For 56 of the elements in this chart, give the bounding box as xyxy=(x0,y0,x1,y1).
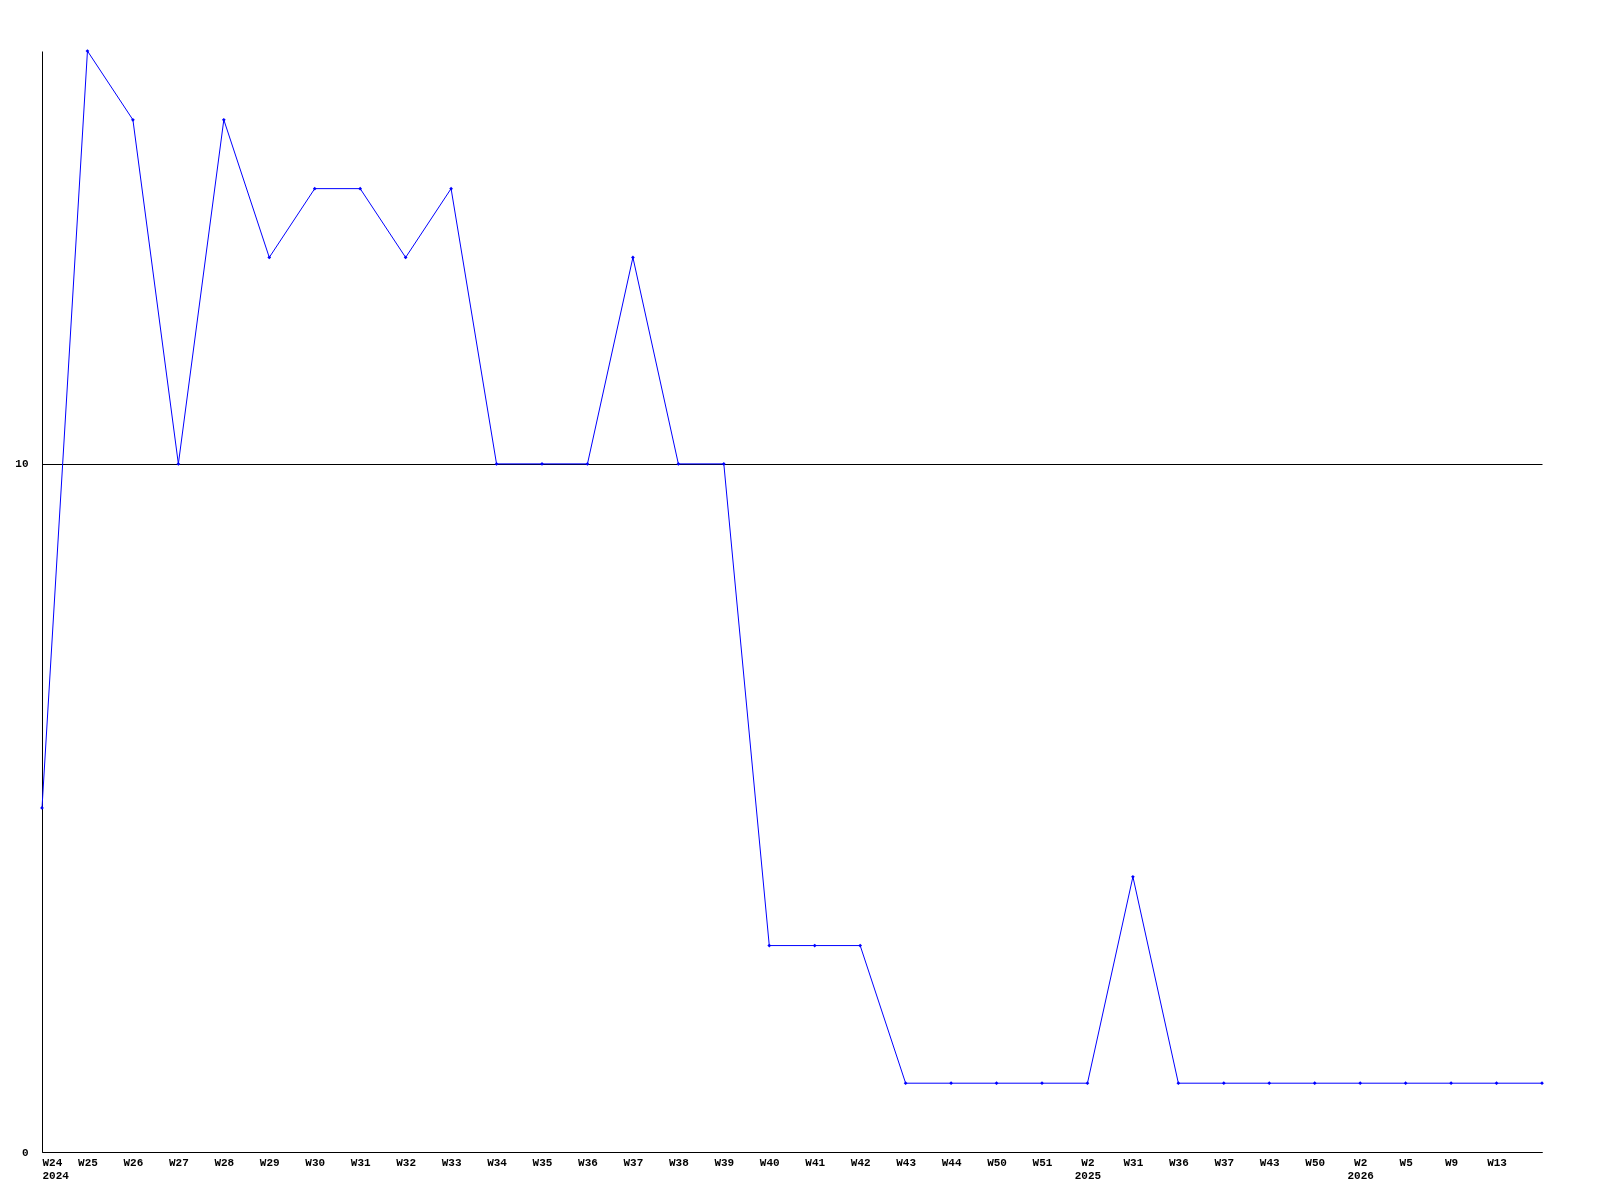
y-tick-label: 0 xyxy=(21,1146,29,1159)
point xyxy=(767,943,772,948)
point xyxy=(1403,1081,1408,1086)
x-tick-label: W42 xyxy=(850,1156,871,1169)
point xyxy=(1540,1081,1544,1086)
point xyxy=(585,462,590,466)
x-tick-label: W50 xyxy=(1305,1156,1326,1169)
x-tick-label: W27 xyxy=(168,1156,189,1169)
point xyxy=(903,1081,908,1086)
x-tick-label: W40 xyxy=(759,1156,780,1169)
point xyxy=(267,255,272,260)
x-tick-label: W31 xyxy=(1123,1156,1144,1169)
point xyxy=(1040,1081,1044,1086)
x-tick-label: W35 xyxy=(532,1156,553,1169)
x-tick-label: W37 xyxy=(623,1156,644,1169)
point xyxy=(631,255,635,260)
point xyxy=(858,943,863,948)
point xyxy=(358,186,363,191)
point xyxy=(176,462,181,466)
x-tick-label: W28 xyxy=(214,1156,235,1169)
point xyxy=(812,943,817,948)
x-tick-label: W33 xyxy=(441,1156,462,1169)
x-tick-label: W38 xyxy=(668,1156,690,1169)
x-tick-label: W31 xyxy=(350,1156,371,1169)
x-tick-label: W39 xyxy=(714,1156,735,1169)
x-tick-label: W37 xyxy=(1214,1156,1235,1169)
point xyxy=(1176,1081,1181,1086)
x-tick-label: W34 xyxy=(487,1156,508,1169)
point xyxy=(1131,874,1135,879)
x-tick-label: W24 2024 xyxy=(42,1156,70,1182)
y-tick-label: 10 xyxy=(15,458,29,471)
x-tick-label: W41 xyxy=(805,1156,826,1169)
x-tick-label: W26 xyxy=(123,1156,144,1169)
x-tick-label: W43 xyxy=(896,1156,917,1169)
point xyxy=(494,462,499,466)
point xyxy=(994,1081,999,1086)
point xyxy=(676,462,681,466)
x-tick-label: W51 xyxy=(1032,1156,1053,1169)
x-tick-label: W25 xyxy=(78,1156,99,1169)
x-tick-label: W9 xyxy=(1444,1156,1459,1169)
x-tick-label: W50 xyxy=(987,1156,1007,1169)
x-tick-label: W5 xyxy=(1399,1156,1414,1169)
x-tick-label: W2 2025 xyxy=(1074,1156,1102,1182)
point xyxy=(85,49,90,53)
point xyxy=(449,186,453,191)
x-tick-label: W36 xyxy=(578,1156,598,1169)
x-tick-label: W2 2026 xyxy=(1347,1156,1374,1182)
x-tick-label: W29 xyxy=(259,1156,280,1169)
x-tick-label: W44 xyxy=(941,1156,962,1169)
point xyxy=(1085,1081,1090,1086)
x-tick-label: W32 xyxy=(396,1156,417,1169)
point xyxy=(1494,1081,1499,1086)
x-tick-label: W30 xyxy=(305,1156,326,1169)
x-tick-label: W36 xyxy=(1168,1156,1189,1169)
x-tick-label: W43 xyxy=(1259,1156,1281,1169)
x-tick-label: W13 xyxy=(1487,1156,1508,1169)
